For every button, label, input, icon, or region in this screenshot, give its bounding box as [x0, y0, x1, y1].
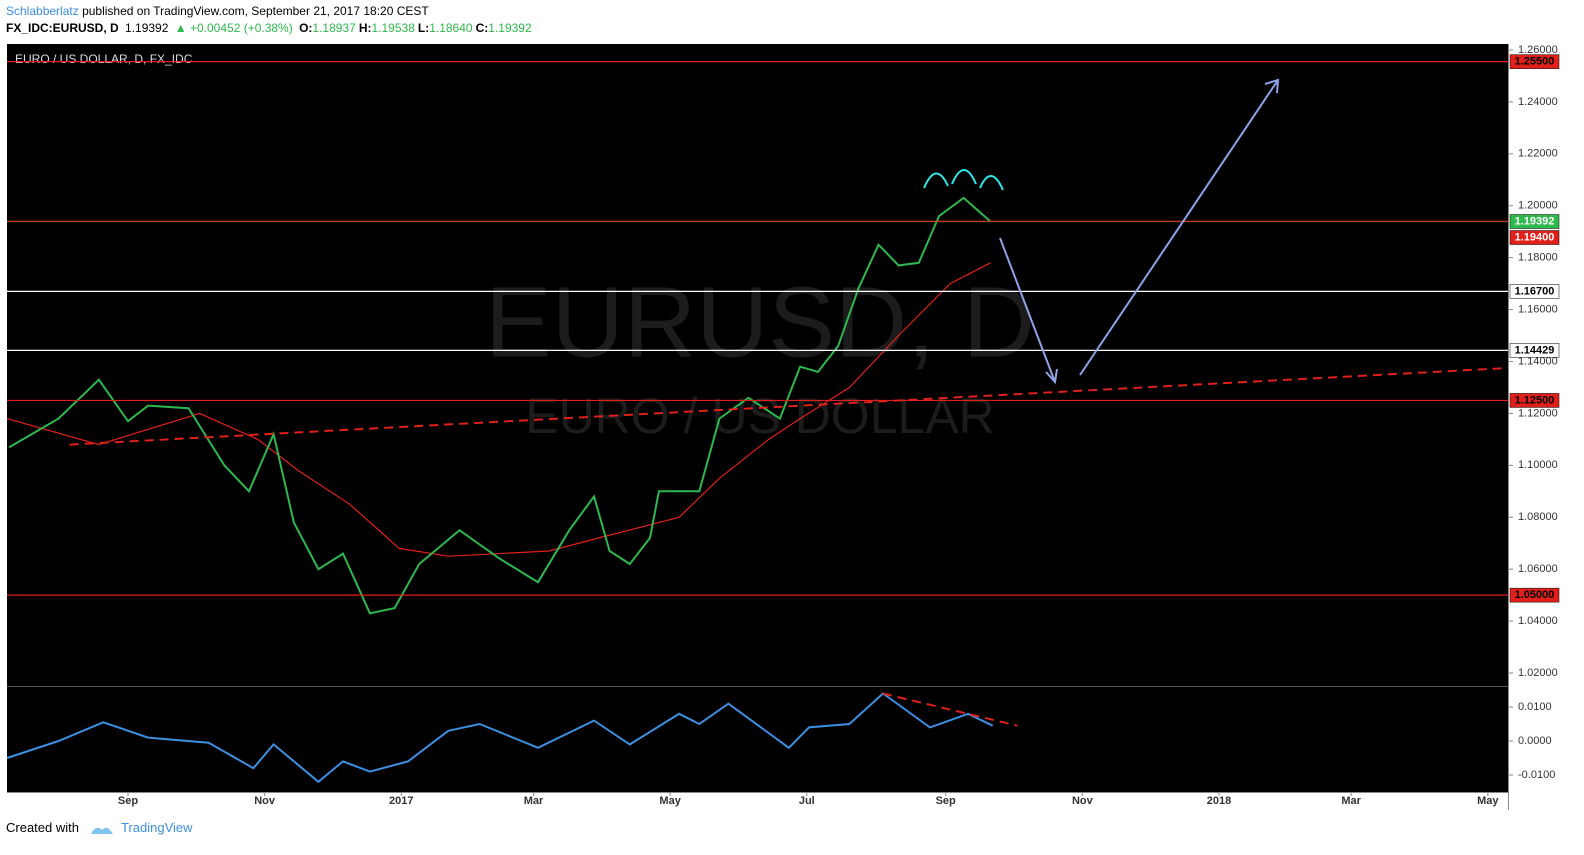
level-label-box: [1509, 343, 1560, 358]
symbol: FX_IDC:EURUSD, D: [6, 21, 119, 35]
y-tick-label: 1.24000: [1518, 96, 1558, 108]
created-with: Created with: [6, 820, 79, 835]
x-tick-label: Jul: [799, 795, 815, 807]
arc: [979, 175, 1004, 191]
ohlc-key: C:: [475, 21, 489, 35]
ohlc-key: L:: [417, 21, 430, 35]
y-tick-label: 1.10000: [1518, 459, 1558, 471]
y-tick-label: 1.26000: [1518, 44, 1558, 56]
trendline: [882, 692, 1018, 727]
brand: TradingView: [121, 820, 193, 835]
arrow-down: [999, 237, 1058, 385]
x-tick-label: Nov: [1072, 795, 1094, 807]
y-tick-label: 1.02000: [1518, 667, 1558, 679]
data-layer: [6, 61, 1509, 784]
head-shoulders-marks: [923, 169, 1004, 191]
moving-average: [6, 262, 991, 557]
header-line-1: Schlabberlatz published on TradingView.c…: [6, 4, 432, 18]
y-tick-label: 1.22000: [1518, 148, 1558, 160]
level-label-box: [1509, 214, 1560, 229]
y-tick-label: 1.08000: [1518, 511, 1558, 523]
legend-label: EURO / US DOLLAR, D, FX_IDC: [15, 52, 193, 66]
ohlc-value: 1.19538: [371, 21, 415, 35]
x-tick-label: May: [659, 795, 681, 807]
watermark-sub: EURO / US DOLLAR: [525, 388, 995, 444]
y-tick-label: -0.0100: [1518, 769, 1555, 781]
level-label: 1.14429: [1515, 344, 1555, 356]
change: ▲ +0.00452 (+0.38%): [174, 21, 293, 35]
arrow-up: [1079, 78, 1280, 376]
ohlc-value: 1.18640: [429, 21, 473, 35]
published: published on TradingView.com, September …: [82, 4, 429, 18]
x-tick-label: Mar: [1341, 795, 1361, 807]
level-label: 1.19392: [1515, 215, 1555, 227]
x-tick-label: Mar: [524, 795, 544, 807]
price-line: [6, 692, 994, 784]
ohlc-value: 1.19392: [488, 21, 532, 35]
level-label-box: [1509, 230, 1560, 245]
y-tick-label: 1.18000: [1518, 252, 1558, 264]
level-label-box: [1509, 54, 1560, 69]
x-tick-label: May: [1477, 795, 1499, 807]
ohlc-key: O:: [299, 21, 313, 35]
x-tick-label: 2017: [389, 795, 413, 807]
arc: [951, 169, 977, 185]
trendline: [69, 367, 1509, 446]
price-line: [8, 196, 992, 615]
level-label-box: [1509, 587, 1560, 603]
last-price: 1.19392: [125, 21, 169, 35]
x-tick-label: 2018: [1207, 795, 1231, 807]
level-label: 1.19400: [1515, 231, 1555, 243]
level-label: 1.05000: [1515, 589, 1555, 601]
y-tick-label: 1.06000: [1518, 563, 1558, 575]
arc: [923, 172, 949, 189]
level-label-box: [1509, 284, 1560, 299]
y-tick-label: 0.0100: [1518, 701, 1552, 713]
y-tick-label: 1.12000: [1518, 407, 1558, 419]
ohlc-value: 1.18937: [312, 21, 356, 35]
y-tick-label: 1.20000: [1518, 200, 1558, 212]
x-tick-label: Sep: [118, 795, 138, 807]
level-label: 1.12500: [1515, 394, 1555, 406]
logo: [90, 827, 113, 834]
level-label: 1.25500: [1515, 56, 1555, 68]
chart-background: [7, 44, 1508, 792]
level-label-box: [1509, 393, 1560, 408]
author: Schlabberlatz: [6, 4, 79, 18]
footer: Created with TradingView: [6, 820, 196, 836]
y-tick-label: 0.0000: [1518, 735, 1552, 747]
watermark: EURUSD, D: [485, 266, 1035, 378]
x-tick-label: Sep: [936, 795, 956, 807]
annotations: [999, 78, 1280, 385]
y-tick-label: 1.16000: [1518, 303, 1558, 315]
header-line-2: FX_IDC:EURUSD, D 1.19392 ▲ +0.00452 (+0.…: [6, 21, 535, 35]
y-tick-label: 1.04000: [1518, 615, 1558, 627]
y-tick-label: 1.14000: [1518, 355, 1558, 367]
ohlc-key: H:: [358, 21, 372, 35]
x-tick-label: Nov: [254, 795, 276, 807]
level-label: 1.16700: [1515, 285, 1555, 297]
